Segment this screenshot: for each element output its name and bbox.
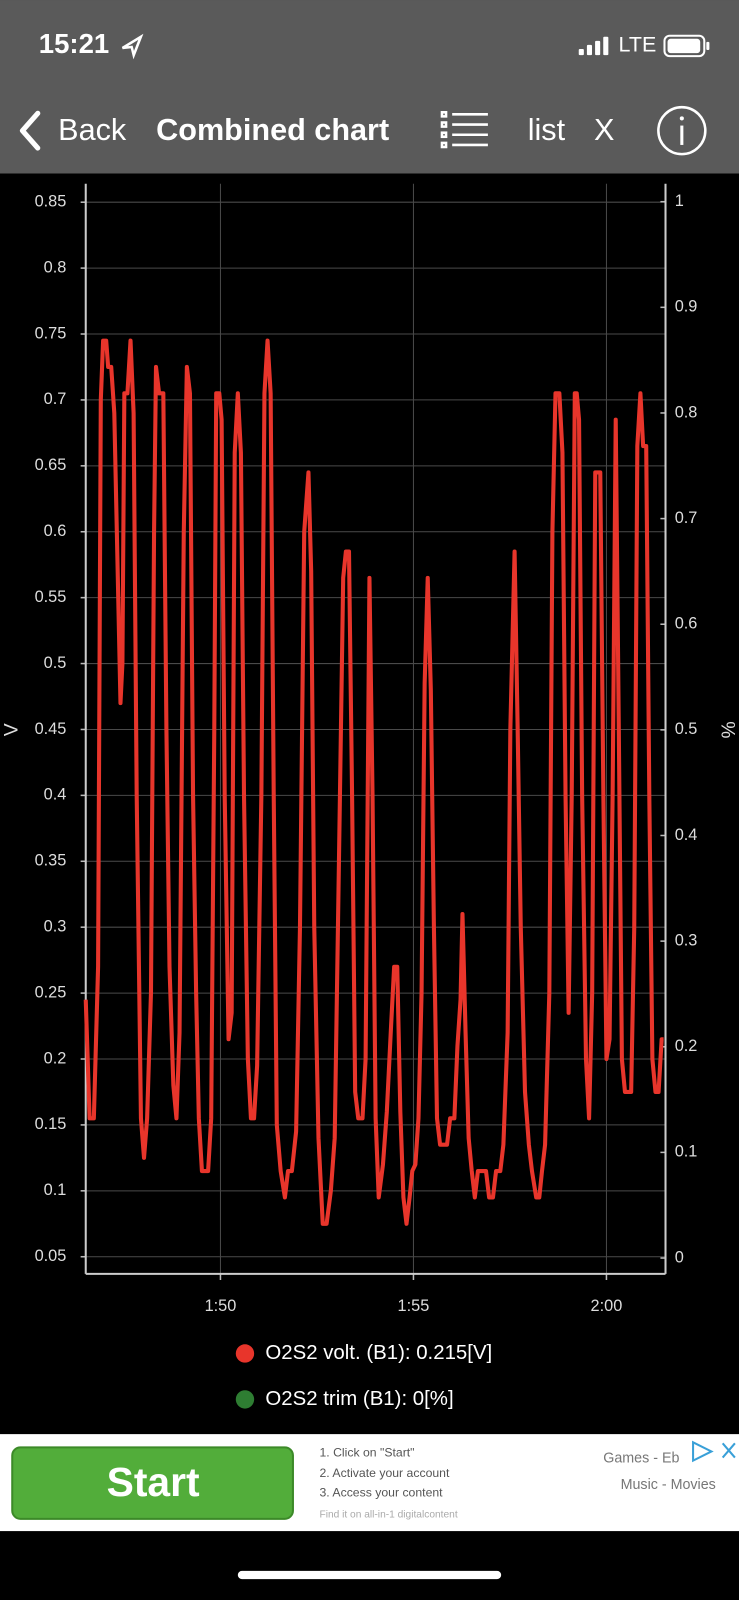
info-button[interactable] bbox=[657, 105, 707, 156]
y2-tick-label: 0.5 bbox=[675, 720, 698, 738]
ad-footnote: Find it on all-in-1 digitalcontent bbox=[319, 1509, 457, 1520]
data-line bbox=[83, 338, 664, 1226]
y-tick-label: 0.15 bbox=[35, 1115, 67, 1133]
y-tick-label: 0.5 bbox=[44, 654, 67, 672]
y-tick-label: 0.7 bbox=[44, 390, 67, 408]
y-tick-label: 0.45 bbox=[35, 720, 67, 738]
y-tick-label: 0.4 bbox=[44, 786, 67, 804]
network-type: LTE bbox=[619, 33, 657, 57]
legend-label: O2S2 trim (B1): 0[%] bbox=[265, 1388, 453, 1410]
header-bg bbox=[0, 0, 739, 174]
ad-step: 2. Activate your account bbox=[319, 1466, 449, 1480]
y2-tick-label: 0.3 bbox=[675, 931, 698, 949]
y2-tick-label: 0.2 bbox=[675, 1037, 698, 1055]
y-tick-label: 0.6 bbox=[44, 522, 67, 540]
back-button[interactable]: Back bbox=[19, 110, 127, 151]
ad-start-label[interactable]: Start bbox=[107, 1459, 200, 1505]
ad-choices[interactable] bbox=[687, 1439, 739, 1464]
y2-axis-label: % bbox=[717, 721, 739, 738]
y-tick-label: 0.2 bbox=[44, 1049, 67, 1067]
y2-tick-label: 0.8 bbox=[675, 403, 698, 421]
y2-tick-label: 0.1 bbox=[675, 1143, 698, 1161]
ad-tag: Music - Movies bbox=[621, 1477, 716, 1493]
y-tick-label: 0.75 bbox=[35, 324, 67, 342]
y-tick-label: 0.8 bbox=[44, 258, 67, 276]
ad-step: 3. Access your content bbox=[319, 1486, 443, 1500]
y-tick-label: 0.05 bbox=[35, 1247, 67, 1265]
x-tick-label: 2:00 bbox=[591, 1297, 623, 1315]
y2-tick-label: 1 bbox=[675, 192, 684, 210]
close-button[interactable]: X bbox=[594, 113, 614, 147]
legend-swatch bbox=[235, 1344, 255, 1363]
y2-tick-label: 0.9 bbox=[675, 298, 698, 316]
y-tick-label: 0.25 bbox=[35, 983, 67, 1001]
y-tick-label: 0.85 bbox=[35, 193, 67, 211]
ad-start-button[interactable]: Start bbox=[11, 1446, 294, 1520]
home-indicator bbox=[237, 1570, 502, 1580]
list-icon[interactable] bbox=[440, 111, 488, 149]
chart: V % 0.05 0.1 0.15 0.2 0.25 0.3 0.35 0.4 0.45 0.5 0… bbox=[0, 183, 739, 1410]
back-label[interactable]: Back bbox=[58, 113, 127, 147]
y-tick-label: 0.65 bbox=[35, 456, 67, 474]
y2-tick-label: 0.7 bbox=[675, 509, 698, 527]
x-tick-label: 1:55 bbox=[398, 1297, 430, 1315]
back-chevron[interactable] bbox=[19, 110, 41, 151]
ad-step: 1. Click on "Start" bbox=[319, 1446, 414, 1460]
list-button[interactable]: list bbox=[528, 113, 566, 147]
x-tick-label: 1:50 bbox=[205, 1297, 237, 1315]
y-axis-label: V bbox=[0, 723, 22, 736]
battery-icon bbox=[663, 34, 710, 58]
legend-swatch bbox=[235, 1390, 255, 1409]
legend-label: O2S2 volt. (B1): 0.215[V] bbox=[265, 1342, 492, 1364]
ad-tag: Games - Eb bbox=[603, 1450, 679, 1466]
y-tick-label: 0.55 bbox=[35, 588, 67, 606]
y-tick-label: 0.35 bbox=[35, 852, 67, 870]
location-icon bbox=[121, 33, 144, 60]
y2-tick-label: 0.6 bbox=[675, 615, 698, 633]
y-tick-label: 0.1 bbox=[44, 1181, 67, 1199]
y2-tick-label: 0 bbox=[675, 1248, 684, 1266]
status-time: 15:21 bbox=[39, 28, 109, 59]
y2-tick-label: 0.4 bbox=[675, 826, 698, 844]
y-tick-label: 0.3 bbox=[44, 918, 67, 936]
signal-icon bbox=[578, 36, 609, 56]
nav-title: Combined chart bbox=[156, 113, 389, 147]
